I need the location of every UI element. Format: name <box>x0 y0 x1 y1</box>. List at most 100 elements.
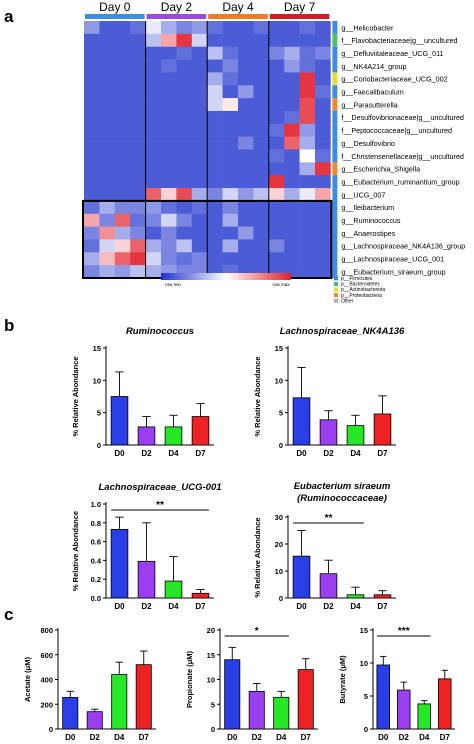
heatmap-cell <box>268 213 285 227</box>
phylum-legend-label: p__Actinobacteriota <box>341 287 385 293</box>
heatmap-cell <box>315 252 331 266</box>
day-bar-0 <box>85 14 145 19</box>
heatmap-cell <box>176 85 193 99</box>
heatmap-cell <box>191 188 208 202</box>
heatmap-cell <box>315 123 331 137</box>
heatmap-cell <box>145 188 162 202</box>
day-bar-1 <box>146 14 207 19</box>
heatmap-cell <box>284 226 300 240</box>
heatmap-cell <box>238 110 254 125</box>
heatmap-cell <box>99 188 116 202</box>
phylum-strip <box>332 136 338 150</box>
bar-d4 <box>346 425 365 446</box>
heatmap-cell <box>284 188 300 202</box>
y-tick-label: 0 <box>279 441 283 450</box>
bar-d2 <box>319 573 338 599</box>
heatmap-cell <box>284 98 300 112</box>
heatmap-cell <box>84 239 100 253</box>
phylum-legend-label: p__Firmicutes <box>341 276 373 282</box>
x-tick-label: D0 <box>296 449 307 458</box>
heatmap-cell <box>315 162 331 176</box>
bar-d2 <box>248 690 265 730</box>
x-tick-label: D0 <box>114 449 125 458</box>
bar-d7 <box>437 678 452 730</box>
x-tick-label: D2 <box>141 449 152 458</box>
phylum-legend-label: p__Proteobacteria <box>341 293 382 299</box>
heatmap-cell <box>315 239 331 253</box>
chart-title: Lachnospiraceae_UCG-001 <box>98 482 221 493</box>
heatmap-cell <box>222 72 239 86</box>
heatmap-cell <box>315 59 331 73</box>
y-tick-label: 15 <box>207 651 215 660</box>
heatmap-cell <box>222 149 239 163</box>
heatmap-cell <box>84 110 100 125</box>
heatmap-cell <box>84 149 100 163</box>
chart-acetate: 0 200 400 600 800 Acetate (μM) D0 D2 D4 D7 <box>23 626 156 742</box>
x-tick-label: D2 <box>141 602 152 611</box>
heatmap-cell <box>284 149 300 163</box>
heatmap-cell <box>191 110 208 125</box>
chart-ruminococcus: Ruminococcus 0 5 10 15 % Relative Abondance D0… <box>71 326 214 458</box>
y-axis-label: % Relative Abondance <box>71 511 80 591</box>
heatmap-cell <box>145 226 162 240</box>
heatmap-cell <box>176 200 193 215</box>
heatmap-cell <box>84 162 100 176</box>
row-label: g__Coriobacteriaceae_UCG_002 <box>341 75 447 84</box>
heatmap-cell <box>207 149 223 163</box>
heatmap-cell <box>84 85 100 99</box>
heatmap-cell <box>207 252 223 266</box>
heatmap-cell <box>191 200 208 215</box>
y-tick-label: 10 <box>93 376 101 385</box>
row-label: g__Anaerostipes <box>341 229 395 238</box>
heatmap-cell <box>145 213 162 227</box>
heatmap-cell <box>222 33 239 47</box>
heatmap-cell <box>207 239 223 253</box>
heatmap-cell <box>84 175 100 189</box>
chart-lachnospiraceae-nk4a136: Lachnospiraceae_NK4A136 0 5 10 15 % Relative … <box>253 326 405 458</box>
row-label: g__Ruminococcus <box>341 216 401 225</box>
heatmap-cell <box>268 72 285 86</box>
x-tick-label: D7 <box>377 449 388 458</box>
x-tick-label: D4 <box>276 733 287 742</box>
row-label: f__Desulfovibrionaceae|g__uncultured <box>341 113 464 122</box>
y-tick-label: 10 <box>360 659 368 668</box>
heatmap-cell <box>315 265 331 279</box>
heatmap-cell <box>299 21 316 35</box>
heatmap-cell <box>238 239 254 253</box>
y-tick-label: 30 <box>275 513 283 522</box>
heatmap-cell <box>253 188 270 202</box>
bar-d2 <box>396 689 411 730</box>
row-label: f__Christensenellaceae|g__uncultured <box>341 152 464 161</box>
phylum-legend-swatch <box>334 276 338 281</box>
heatmap-cell <box>114 149 131 163</box>
heatmap-cell <box>315 85 331 99</box>
heatmap-cell <box>222 59 239 73</box>
heatmap-cell <box>176 21 193 35</box>
heatmap-cell <box>191 213 208 227</box>
x-tick-label: D7 <box>195 449 206 458</box>
row-label: g__Lachnospiraceae_UCG_001 <box>341 255 444 264</box>
heatmap-cell <box>145 33 162 47</box>
heatmap-cell <box>176 72 193 86</box>
phylum-legend-swatch <box>334 287 338 292</box>
heatmap-cell <box>207 72 223 86</box>
heatmap-cell <box>84 59 100 73</box>
y-tick-label: 15 <box>360 626 368 635</box>
y-tick-label: 0 <box>211 725 215 734</box>
phylum-strip <box>332 59 338 73</box>
y-tick-label: 0.4 <box>91 556 102 565</box>
bar-d0 <box>110 528 129 599</box>
heatmap-cell <box>161 110 177 125</box>
heatmap-cell <box>84 213 100 227</box>
bar-d7 <box>191 592 210 599</box>
heatmap-cell <box>253 123 270 137</box>
bar-d0 <box>292 555 311 599</box>
x-tick-label: D2 <box>399 733 410 742</box>
panel-label-c: c <box>4 605 13 624</box>
phylum-strip <box>332 98 338 111</box>
heatmap-cell <box>299 252 316 266</box>
heatmap-cell <box>299 265 316 279</box>
y-tick-label: 5 <box>97 409 101 418</box>
heatmap-cell <box>299 175 316 189</box>
heatmap-cell <box>299 213 316 227</box>
